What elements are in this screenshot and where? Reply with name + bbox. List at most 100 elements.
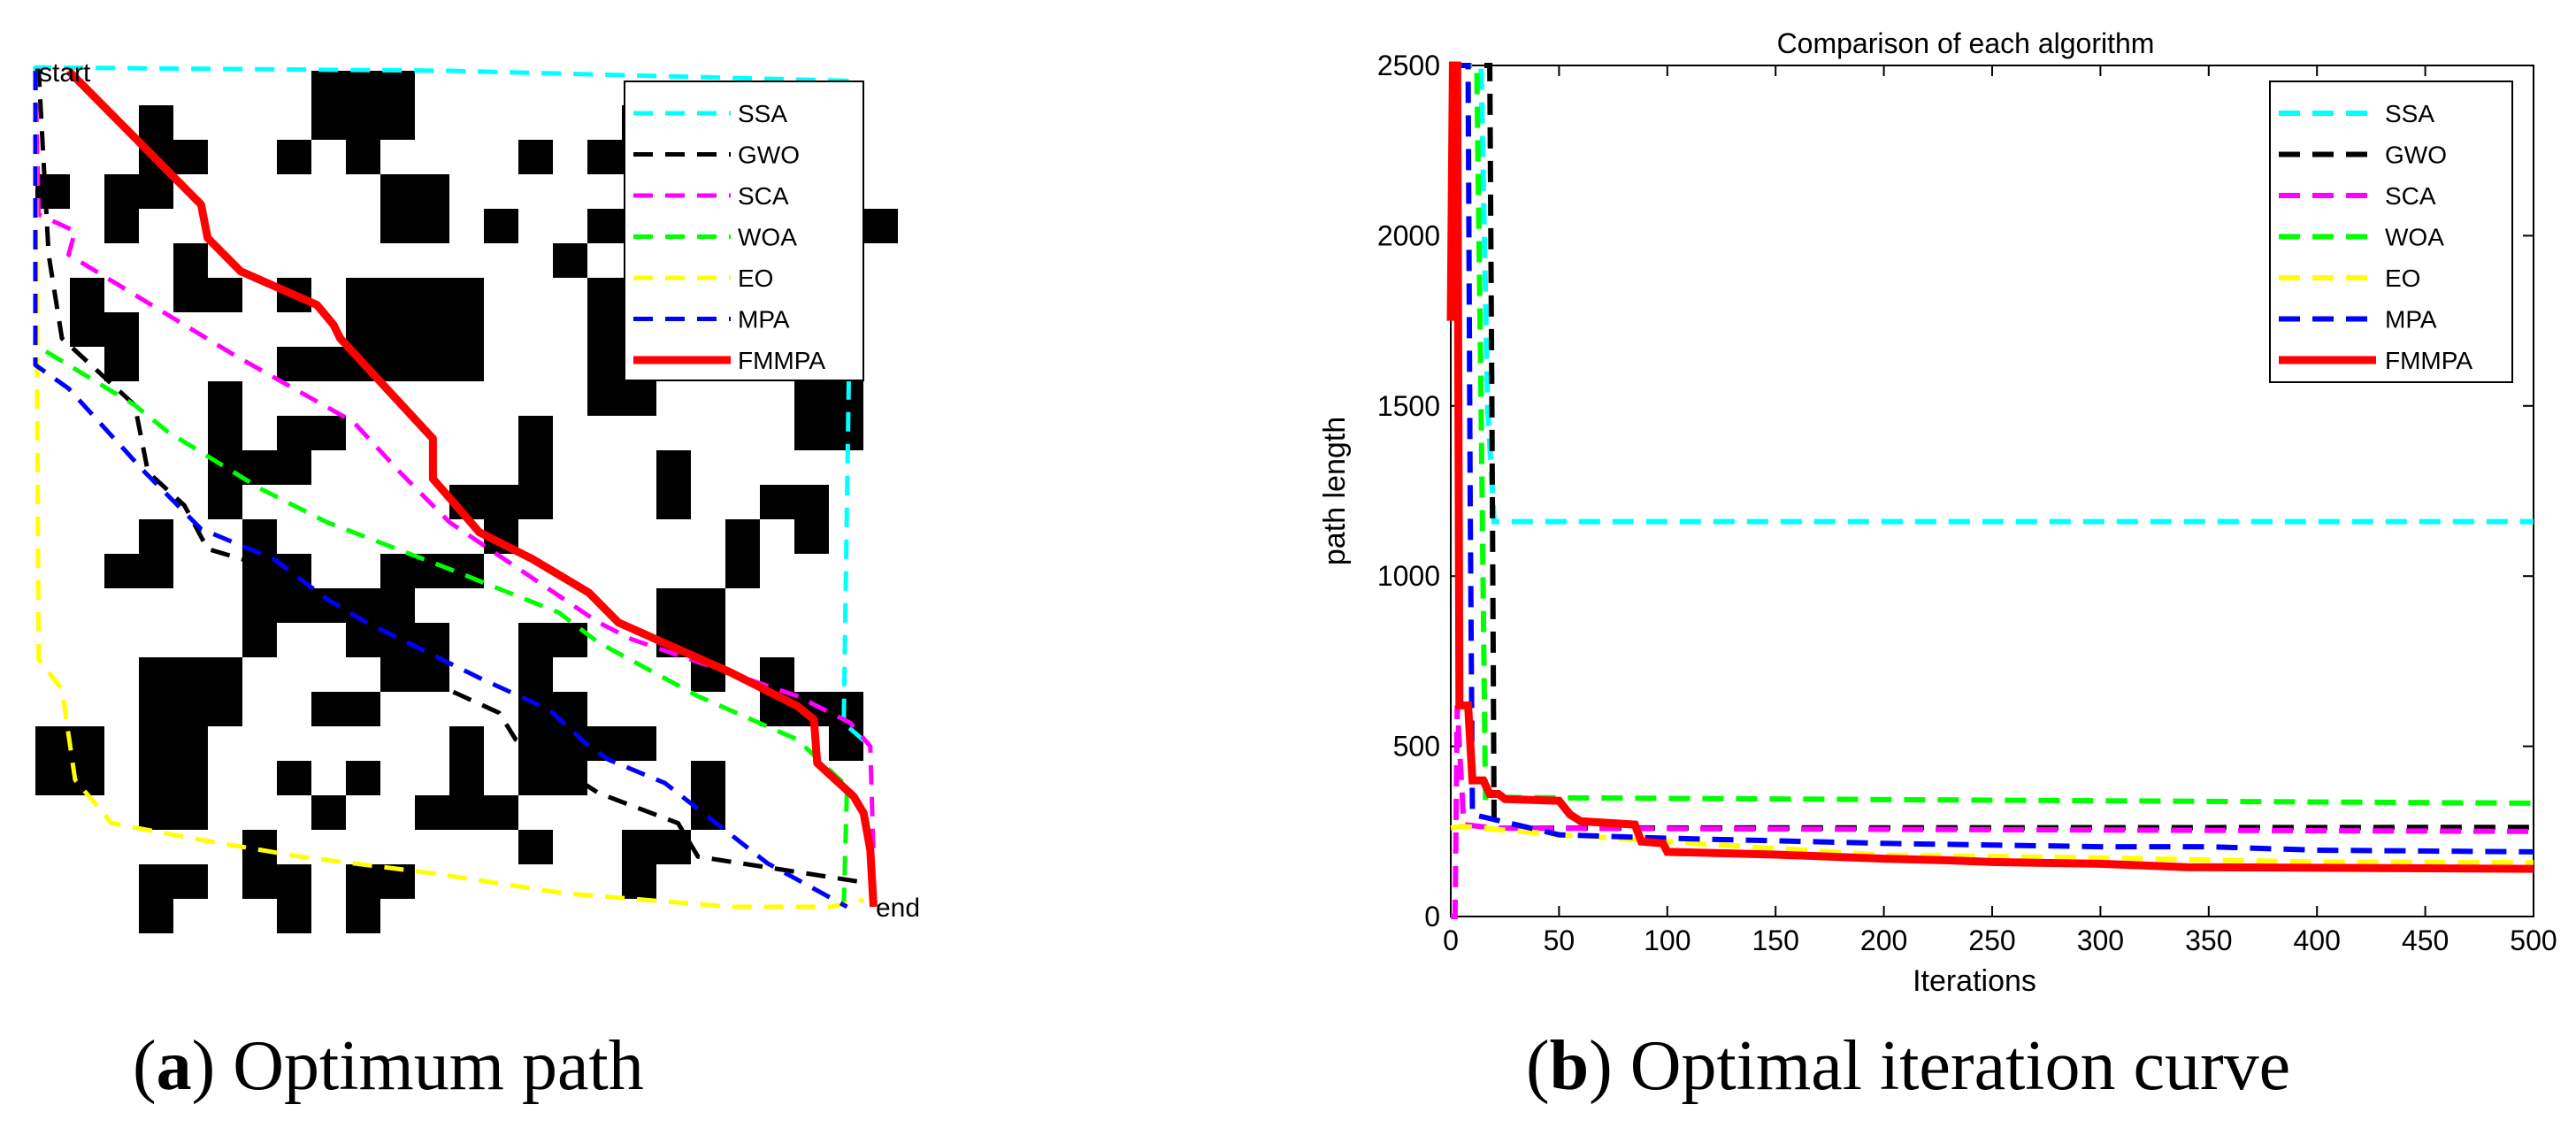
obstacle-cell xyxy=(208,416,242,450)
obstacle-cell xyxy=(553,243,587,278)
legend-box xyxy=(2269,81,2513,383)
obstacle-cell xyxy=(691,588,725,623)
obstacle-cell xyxy=(449,726,484,761)
obstacle-cell xyxy=(173,657,208,692)
obstacle-cell xyxy=(380,278,415,312)
iteration-curve-panel: 0 50 100 150 200 250 300 350 400 450 500 0 500 1000 15… xyxy=(1318,27,2557,998)
y-axis-label: path length xyxy=(1318,417,1352,565)
path-eo xyxy=(33,70,864,909)
obstacle-cell xyxy=(518,623,553,657)
obstacle-cell xyxy=(380,312,415,347)
obstacle-cell xyxy=(622,864,656,899)
obstacle-cell xyxy=(208,450,242,485)
obstacle-cell xyxy=(173,761,208,795)
obstacle-cell xyxy=(139,692,173,726)
obstacle-cell xyxy=(346,278,380,312)
obstacle-cell xyxy=(139,726,173,761)
obstacle-cell xyxy=(104,312,139,347)
obstacle-cell xyxy=(449,278,484,312)
legend-label-ssa: SSA xyxy=(738,100,787,127)
obstacle-cell xyxy=(449,795,484,830)
obstacle-cell xyxy=(518,140,553,174)
obstacle-cell xyxy=(277,140,311,174)
obstacle-cell xyxy=(208,485,242,519)
obstacle-cell xyxy=(311,588,346,623)
obstacle-cell xyxy=(104,209,139,243)
obstacle-cell xyxy=(242,864,277,899)
x-tick-label: 300 xyxy=(2077,924,2124,956)
x-tick-label: 100 xyxy=(1644,924,1690,956)
obstacle-cell xyxy=(725,554,760,588)
path-sca xyxy=(33,70,876,857)
obstacle-cell xyxy=(622,381,656,416)
y-tick-label: 2500 xyxy=(1377,50,1440,81)
obstacle-cell xyxy=(277,450,311,485)
obstacle-cell xyxy=(415,623,449,657)
legend-label-fmmpa: FMMPA xyxy=(738,347,825,374)
obstacle-cell xyxy=(346,71,380,105)
obstacle-cell xyxy=(35,761,70,795)
legend-label-eo: EO xyxy=(2385,265,2420,292)
obstacle-cell xyxy=(587,209,622,243)
obstacle-cell xyxy=(380,105,415,140)
obstacle-cell xyxy=(380,71,415,105)
obstacle-cell xyxy=(518,761,553,795)
obstacle-cell xyxy=(70,726,104,761)
obstacle-cell xyxy=(346,864,380,899)
obstacle-cell xyxy=(242,623,277,657)
curve-fmmpa xyxy=(1446,61,2534,873)
obstacle-cell xyxy=(346,588,380,623)
obstacle-cell xyxy=(104,554,139,588)
x-tick-label: 250 xyxy=(1968,924,2015,956)
obstacle-cell xyxy=(139,554,173,588)
x-tick-label: 350 xyxy=(2185,924,2232,956)
y-tick-label: 0 xyxy=(1424,901,1440,932)
chart-title: Comparison of each algorithm xyxy=(1777,27,2155,59)
y-tick-label: 2000 xyxy=(1377,219,1440,251)
obstacle-cell xyxy=(277,899,311,933)
obstacle-cell xyxy=(553,726,587,761)
obstacle-cell xyxy=(242,830,277,864)
obstacle-cell xyxy=(208,381,242,416)
legend-label-gwo: GWO xyxy=(2385,142,2447,169)
obstacle-cell xyxy=(311,692,346,726)
obstacle-cell xyxy=(173,140,208,174)
obstacle-cell xyxy=(208,278,242,312)
curve-mpa xyxy=(1451,63,2534,855)
obstacle-cell xyxy=(725,519,760,554)
obstacle-cell xyxy=(484,209,518,243)
obstacle-cell xyxy=(415,174,449,209)
x-tick-label: 500 xyxy=(2510,924,2557,956)
obstacle-cell xyxy=(311,347,346,381)
obstacle-cell xyxy=(863,209,898,243)
obstacle-cell xyxy=(277,347,311,381)
path-woa xyxy=(33,71,849,908)
legend-label-gwo: GWO xyxy=(738,142,800,169)
obstacle-cell xyxy=(415,795,449,830)
caption-a-letter: a xyxy=(156,1027,192,1105)
path-mpa xyxy=(33,71,848,909)
obstacle-cell xyxy=(139,864,173,899)
obstacle-cell xyxy=(484,795,518,830)
obstacle-cell xyxy=(346,312,380,347)
obstacle-cell xyxy=(484,485,518,519)
obstacle-cell xyxy=(346,761,380,795)
obstacle-cell xyxy=(208,692,242,726)
obstacle-cell xyxy=(380,588,415,623)
x-tick-label: 200 xyxy=(1860,924,1907,956)
x-tick-label: 150 xyxy=(1752,924,1799,956)
obstacle-cell xyxy=(415,209,449,243)
obstacle-cell xyxy=(380,347,415,381)
obstacle-cell xyxy=(173,864,208,899)
obstacle-cell xyxy=(794,519,829,554)
obstacle-cell xyxy=(104,174,139,209)
obstacle-cell xyxy=(139,795,173,830)
obstacle-cell xyxy=(104,347,139,381)
obstacle-cell xyxy=(173,278,208,312)
obstacle-cell xyxy=(553,692,587,726)
obstacle-cell xyxy=(518,416,553,450)
obstacle-cell xyxy=(346,105,380,140)
obstacle-cell xyxy=(139,519,173,554)
curve-eo xyxy=(1450,823,2534,866)
obstacle-cell xyxy=(35,174,70,209)
